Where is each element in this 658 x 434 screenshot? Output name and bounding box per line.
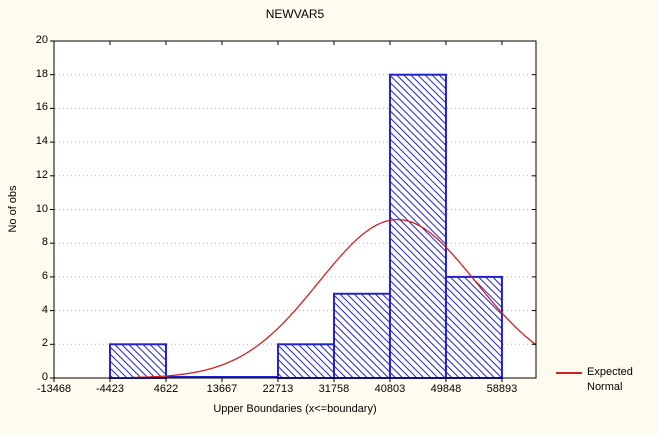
x-tick-label-13667: 13667 <box>206 383 238 395</box>
x-tick-label--4423: -4423 <box>95 383 125 395</box>
legend-line-swatch <box>556 372 582 374</box>
y-tick-label-2: 2 <box>41 337 48 350</box>
y-tick-label-4: 4 <box>41 303 48 316</box>
y-tick-label-14: 14 <box>35 135 48 148</box>
x-tick-label-31758: 31758 <box>318 383 350 395</box>
chart-title: NEWVAR5 <box>265 7 325 21</box>
y-tick-label-0: 0 <box>41 371 48 383</box>
y-tick-label-12: 12 <box>35 168 48 181</box>
x-tick-label-58893: 58893 <box>486 383 518 395</box>
x-tick-label-22713: 22713 <box>262 383 294 395</box>
histogram-bar-49848-58893 <box>444 275 503 379</box>
legend-label-expected: Expected <box>587 366 633 378</box>
x-tick-label-40803: 40803 <box>374 383 406 395</box>
y-tick-label-16: 16 <box>35 101 48 114</box>
histogram-bar-22713-31758 <box>276 343 335 379</box>
y-tick-label-20: 20 <box>35 34 48 46</box>
histogram-bar-40803-49848 <box>388 73 447 379</box>
x-axis-title: Upper Boundaries (x<=boundary) <box>213 403 377 415</box>
x-tick-label-49848: 49848 <box>430 383 462 395</box>
expected-normal-curve <box>110 218 537 379</box>
y-tick-label-10: 10 <box>35 202 48 215</box>
y-tick-label-8: 8 <box>41 236 48 249</box>
x-tick-label--13468: -13468 <box>36 383 72 395</box>
y-tick-label-6: 6 <box>41 269 48 282</box>
x-tick-label-4622: 4622 <box>153 383 179 395</box>
legend-label-normal: Normal <box>587 381 623 393</box>
histogram-bar--4423-4622 <box>108 343 167 379</box>
y-tick-label-18: 18 <box>35 67 48 80</box>
histogram-bar-31758-40803 <box>332 292 391 379</box>
